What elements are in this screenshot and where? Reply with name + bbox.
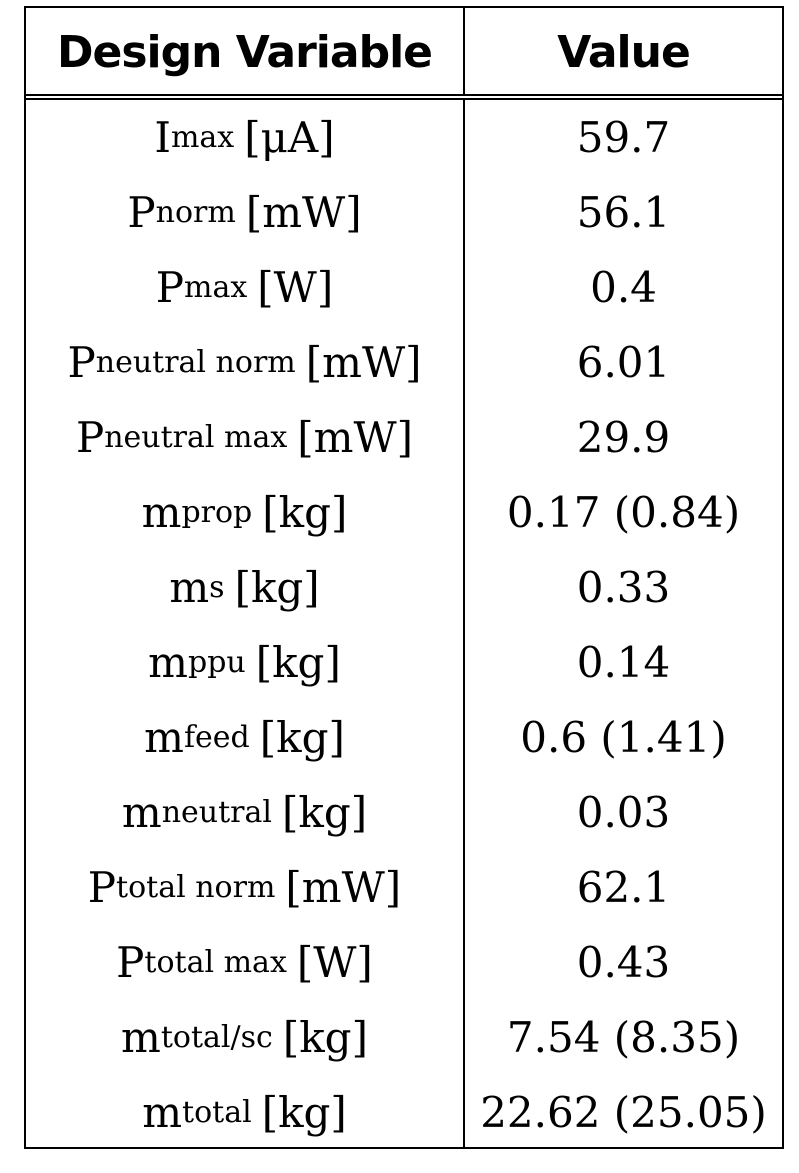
variable-cell: m feed [kg]	[144, 713, 345, 762]
value-cell: 0.6 (1.41)	[520, 713, 727, 762]
table-row: m neutral [kg] 0.03	[26, 775, 782, 850]
value-cell: 62.1	[576, 863, 671, 912]
value-cell: 59.7	[576, 113, 671, 162]
column-divider	[463, 8, 465, 1147]
variable-unit: [μA]	[244, 113, 335, 162]
table-header: Design Variable Value	[26, 8, 782, 96]
header-design-variable: Design Variable	[56, 26, 433, 78]
variable-cell: m ppu [kg]	[148, 638, 341, 687]
variable-symbol: P	[127, 188, 156, 237]
variable-symbol: m	[148, 638, 188, 687]
variable-cell: m prop [kg]	[141, 488, 348, 537]
value-cell: 0.33	[576, 563, 671, 612]
variable-symbol: m	[144, 713, 184, 762]
variable-unit: [mW]	[285, 863, 402, 912]
table-row: m prop [kg] 0.17 (0.84)	[26, 475, 782, 550]
variable-unit: [mW]	[305, 338, 422, 387]
variable-unit: [kg]	[262, 488, 348, 537]
value-cell: 0.17 (0.84)	[506, 488, 741, 537]
variable-symbol: I	[154, 113, 171, 162]
variable-symbol: m	[121, 788, 162, 837]
value-cell: 0.4	[590, 263, 657, 312]
variable-cell: m total/sc [kg]	[121, 1013, 368, 1062]
variable-cell: m total [kg]	[142, 1088, 347, 1137]
value-cell: 6.01	[576, 338, 671, 387]
variable-unit: [kg]	[255, 638, 341, 687]
variable-cell: m s [kg]	[169, 563, 320, 612]
variable-symbol: m	[169, 563, 210, 612]
variable-symbol: m	[121, 1013, 161, 1062]
variable-symbol: m	[142, 1088, 183, 1137]
variable-cell: m neutral [kg]	[121, 788, 368, 837]
table-row: m feed [kg] 0.6 (1.41)	[26, 700, 782, 775]
variable-unit: [kg]	[259, 713, 345, 762]
value-cell: 0.03	[576, 788, 671, 837]
variable-unit: [kg]	[261, 1088, 347, 1137]
table-row: m total/sc [kg] 7.54 (8.35)	[26, 1000, 782, 1075]
variable-symbol: P	[116, 938, 145, 987]
table-row: m total [kg] 22.62 (25.05)	[26, 1075, 782, 1150]
variable-symbol: m	[141, 488, 182, 537]
variable-unit: [W]	[296, 938, 373, 987]
variable-symbol: P	[155, 263, 185, 312]
value-cell: 0.43	[576, 938, 671, 987]
variable-symbol: P	[87, 863, 117, 912]
variable-symbol: P	[75, 413, 105, 462]
value-cell: 0.14	[576, 638, 671, 687]
variable-unit: [kg]	[234, 563, 320, 612]
variable-unit: [kg]	[282, 1013, 368, 1062]
variable-unit: [mW]	[297, 413, 414, 462]
variable-unit: [kg]	[282, 788, 368, 837]
header-value: Value	[557, 26, 691, 78]
table-row: m s [kg] 0.33	[26, 550, 782, 625]
value-cell: 56.1	[576, 188, 671, 237]
variable-unit: [mW]	[245, 188, 362, 237]
value-cell: 29.9	[576, 413, 671, 462]
variable-symbol: P	[67, 338, 96, 387]
value-cell: 22.62 (25.05)	[480, 1088, 767, 1137]
header-double-rule	[26, 94, 782, 100]
table-row: m ppu [kg] 0.14	[26, 625, 782, 700]
value-cell: 7.54 (8.35)	[506, 1013, 741, 1062]
variable-unit: [W]	[257, 263, 334, 312]
